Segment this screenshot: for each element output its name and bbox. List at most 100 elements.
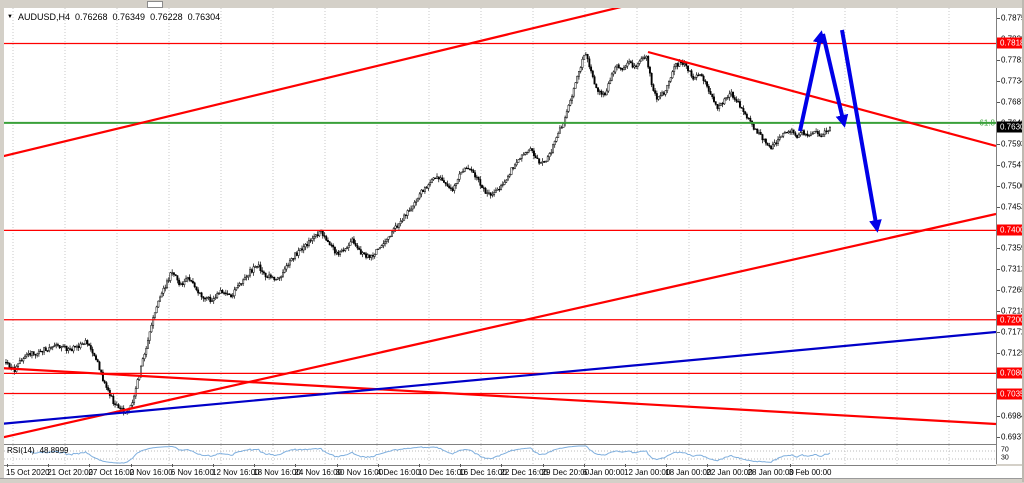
time-axis-label: 2 Nov 16:00 (129, 468, 173, 477)
price-level-badge: 0.74000 (997, 224, 1024, 236)
window-bottom-strip (0, 478, 1024, 483)
high-value: 0.76349 (112, 12, 146, 22)
price-axis-label: 0.69845 (1001, 411, 1024, 421)
time-tick (789, 464, 791, 467)
price-tick (997, 101, 1000, 103)
rsi-line-chart (4, 445, 996, 465)
time-tick (583, 464, 585, 467)
price-axis-label: 0.71720 (1001, 327, 1024, 337)
window-left-strip (0, 8, 4, 478)
price-axis-label: 0.78750 (1001, 13, 1024, 23)
time-axis-label: 24 Nov 16:00 (294, 468, 342, 477)
price-tick (997, 290, 1000, 292)
price-tick (997, 60, 1000, 62)
price-tick (997, 311, 1000, 313)
ohlc-readout: ▼ AUDUSD,H4 0.76268 0.76349 0.76228 0.76… (7, 12, 220, 22)
chart-plot-area[interactable]: ▼ AUDUSD,H4 0.76268 0.76349 0.76228 0.76… (4, 8, 996, 444)
price-level-badge: 0.70800 (997, 367, 1024, 379)
price-level-badge: 0.78180 (997, 37, 1024, 49)
time-tick (460, 464, 462, 467)
price-tick (997, 332, 1000, 334)
time-axis-label: 15 Oct 2020 (6, 468, 50, 477)
time-tick (130, 464, 132, 467)
time-axis-label: 21 Oct 20:00 (47, 468, 93, 477)
price-axis-label: 0.73595 (1001, 243, 1024, 253)
current-price-badge: 0.76304 (997, 121, 1024, 133)
time-axis-label: 18 Nov 16:00 (253, 468, 301, 477)
time-axis-label: 4 Dec 16:00 (376, 468, 420, 477)
time-tick (254, 464, 256, 467)
price-tick (997, 416, 1000, 418)
price-axis-label: 0.69375 (1001, 432, 1024, 442)
close-value: 0.76304 (187, 12, 221, 22)
time-axis-label: 18 Jan 00:00 (665, 468, 712, 477)
time-axis[interactable]: 15 Oct 2020 21 Oct 20:00 27 Oct 16:00 2 Nov… (4, 464, 1022, 478)
time-tick (89, 464, 91, 467)
rsi-name: RSI(14) (7, 446, 35, 455)
time-tick (7, 464, 8, 467)
time-axis-label: 27 Oct 16:00 (88, 468, 135, 477)
time-tick (666, 464, 668, 467)
price-tick (997, 143, 1000, 145)
time-axis-label: 3 Feb 00:00 (788, 468, 832, 477)
price-tick (997, 185, 1000, 187)
rsi-value: 48.8999 (39, 446, 69, 455)
price-level-badge: 0.70350 (997, 388, 1024, 399)
price-axis-label: 0.76875 (1001, 97, 1024, 107)
price-axis-label: 0.75000 (1001, 181, 1024, 191)
low-value: 0.76228 (150, 12, 183, 22)
price-axis-label: 0.77810 (1001, 55, 1024, 65)
price-axis-label: 0.75935 (1001, 139, 1024, 149)
time-tick (171, 464, 173, 467)
price-tick (997, 248, 1000, 250)
price-tick (997, 206, 1000, 208)
time-axis-label: 29 Dec 20:00 (541, 468, 590, 477)
time-axis-label: 6 Nov 16:00 (170, 468, 214, 477)
window-right-strip (1022, 0, 1024, 482)
chart-scroll-thumb[interactable] (147, 1, 163, 8)
rsi-indicator-panel[interactable]: RSI(14) 48.8999 (4, 444, 996, 466)
time-tick (707, 464, 709, 467)
price-tick (997, 353, 1000, 355)
rsi-scale-label: 30 (1001, 454, 1009, 462)
price-axis-label: 0.74530 (1001, 202, 1024, 212)
time-tick (295, 464, 297, 467)
price-axis[interactable]: 0.787500.782800.778100.773450.768750.764… (996, 8, 1024, 464)
time-tick (542, 464, 544, 467)
time-tick (625, 464, 626, 467)
time-axis-label: 12 Jan 00:00 (624, 468, 671, 477)
time-tick (501, 464, 503, 467)
rsi-caption: RSI(14) 48.8999 (7, 446, 68, 455)
price-axis-label: 0.72655 (1001, 285, 1024, 295)
price-axis-label: 0.75470 (1001, 160, 1024, 170)
symbol-period-label: AUDUSD,H4 (17, 12, 70, 22)
price-level-badge: 0.72000 (997, 314, 1024, 326)
time-axis-label: 28 Jan 00:00 (747, 468, 794, 477)
time-tick (377, 464, 379, 467)
time-tick (419, 464, 420, 467)
time-axis-label: 22 Dec 16:00 (500, 468, 548, 477)
price-axis-label: 0.73125 (1001, 264, 1024, 274)
price-tick (997, 269, 1000, 271)
time-axis-label: 10 Dec 16:00 (418, 468, 466, 477)
price-tick (997, 80, 1000, 82)
price-tick (997, 164, 1000, 166)
candlestick-chart (4, 8, 996, 444)
open-value: 0.76268 (74, 12, 108, 22)
fib-618-label: 61.8 (979, 118, 995, 128)
rsi-scale-label: 70 (1001, 446, 1009, 454)
time-axis-label: 6 Jan 00:00 (582, 468, 625, 477)
price-tick (997, 18, 1000, 19)
price-tick (997, 437, 1000, 439)
time-tick (48, 464, 50, 467)
time-tick (748, 464, 750, 467)
price-axis-label: 0.77345 (1001, 76, 1024, 86)
time-axis-label: 22 Jan 00:00 (706, 468, 753, 477)
symbol-dropdown-icon[interactable]: ▼ (7, 13, 13, 20)
price-axis-label: 0.72185 (1001, 306, 1024, 316)
time-axis-label: 30 Nov 16:00 (335, 468, 384, 477)
time-tick (336, 464, 338, 467)
time-axis-label: 12 Nov 16:00 (212, 468, 260, 477)
price-axis-label: 0.71250 (1001, 348, 1024, 358)
time-axis-label: 16 Dec 16:00 (459, 468, 507, 477)
